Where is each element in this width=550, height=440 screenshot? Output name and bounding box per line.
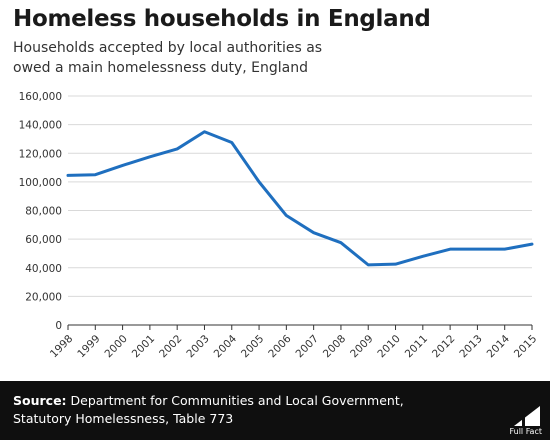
x-tick-label: 2011	[403, 333, 430, 360]
x-tick-label: 2005	[239, 333, 266, 360]
x-tick-label: 2004	[212, 333, 240, 361]
y-tick-label: 0	[55, 320, 62, 332]
x-tick-label: 2015	[512, 333, 539, 360]
x-tick-label: 2000	[103, 333, 130, 360]
y-tick-label: 120,000	[19, 148, 62, 160]
x-tick-label: 2009	[348, 333, 375, 360]
x-tick-label: 2006	[266, 333, 294, 361]
chart-title: Homeless households in England	[13, 6, 431, 32]
y-tick-label: 100,000	[19, 177, 62, 189]
series-line	[66, 130, 534, 267]
logo-text: Full Fact	[509, 427, 542, 436]
x-tick-label: 2003	[184, 333, 211, 360]
line-chart: 0 20,000 40,000 60,000 80,000 100,000 120,000 1…	[19, 91, 540, 361]
x-tick-label: 1998	[48, 333, 75, 360]
series-layer	[66, 130, 534, 267]
full-fact-logo: Full Fact	[502, 402, 542, 436]
x-tick-label: 2002	[157, 333, 184, 360]
y-tick-label: 60,000	[25, 234, 62, 246]
y-tick-label: 140,000	[19, 120, 62, 132]
logo-mark-icon	[514, 406, 540, 426]
y-tick-label: 80,000	[25, 206, 62, 218]
x-tick-label: 2014	[485, 333, 513, 361]
source-label: Source:	[13, 393, 67, 408]
x-tick-label: 1999	[75, 333, 102, 360]
footer: Source: Department for Communities and L…	[0, 381, 550, 440]
y-tick-label: 20,000	[25, 291, 62, 303]
x-tick-label: 2008	[321, 333, 348, 360]
x-tick-label: 2007	[294, 333, 321, 360]
y-tick-label: 40,000	[25, 263, 62, 275]
x-tick-label: 2012	[430, 333, 457, 360]
y-axis: 0 20,000 40,000 60,000 80,000 100,000 120,000 1…	[19, 91, 62, 332]
source-note: Source: Department for Communities and L…	[13, 392, 453, 428]
x-axis: 1998 1999 2000 2001 2002 2003 2004 2005 2006 2007…	[48, 324, 539, 361]
chart-subtitle: Households accepted by local authorities…	[13, 40, 323, 76]
x-tick-label: 2010	[375, 333, 402, 360]
gridlines	[68, 95, 532, 297]
x-tick-label: 2001	[130, 333, 157, 360]
source-text: Department for Communities and Local Gov…	[13, 393, 404, 426]
x-tick-label: 2013	[457, 333, 484, 360]
y-tick-label: 160,000	[19, 91, 62, 103]
